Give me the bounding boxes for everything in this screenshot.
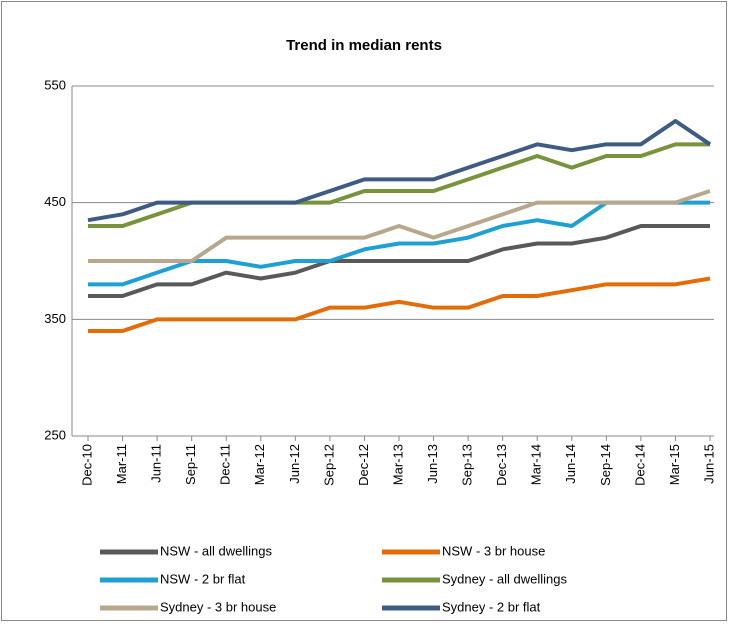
chart-title: Trend in median rents bbox=[286, 37, 442, 54]
y-tick-label: 250 bbox=[44, 427, 66, 442]
legend-label: Sydney - 2 br flat bbox=[442, 599, 541, 614]
x-tick-label: Dec-11 bbox=[218, 444, 233, 485]
x-tick-label: Sep-14 bbox=[598, 444, 613, 486]
series-line bbox=[87, 119, 712, 223]
legend-label: Sydney - all dwellings bbox=[442, 571, 568, 586]
x-tick-label: Sep-12 bbox=[321, 444, 336, 486]
x-tick-label: Jun-12 bbox=[287, 444, 302, 484]
y-tick-label: 350 bbox=[44, 311, 66, 326]
x-tick-label: Sep-13 bbox=[460, 444, 475, 486]
x-tick-label: Dec-13 bbox=[494, 444, 509, 486]
series-line bbox=[88, 189, 711, 263]
series-line bbox=[88, 224, 710, 298]
x-tick-label: Dec-12 bbox=[356, 444, 371, 486]
series-line bbox=[88, 276, 711, 333]
x-tick-label: Mar-12 bbox=[252, 444, 267, 485]
x-tick-label: Jun-14 bbox=[563, 444, 578, 484]
x-tick-label: Dec-10 bbox=[79, 444, 94, 486]
x-tick-label: Mar-13 bbox=[390, 444, 405, 485]
x-tick-label: Jun-13 bbox=[425, 444, 440, 484]
legend-label: NSW - all dwellings bbox=[160, 543, 272, 558]
x-tick-label: Jun-15 bbox=[701, 444, 716, 484]
x-tick-label: Mar-11 bbox=[114, 444, 129, 484]
legend-label: NSW - 3 br house bbox=[442, 543, 545, 558]
legend-label: Sydney - 3 br house bbox=[160, 599, 276, 614]
x-tick-label: Mar-15 bbox=[667, 444, 682, 485]
y-tick-label: 550 bbox=[44, 77, 66, 92]
y-tick-label: 450 bbox=[44, 194, 66, 209]
x-tick-label: Jun-11 bbox=[149, 444, 164, 483]
legend-label: NSW - 2 br flat bbox=[160, 571, 246, 586]
x-tick-label: Mar-14 bbox=[529, 444, 544, 485]
x-tick-label: Sep-11 bbox=[183, 444, 198, 485]
x-tick-label: Dec-14 bbox=[632, 444, 647, 486]
